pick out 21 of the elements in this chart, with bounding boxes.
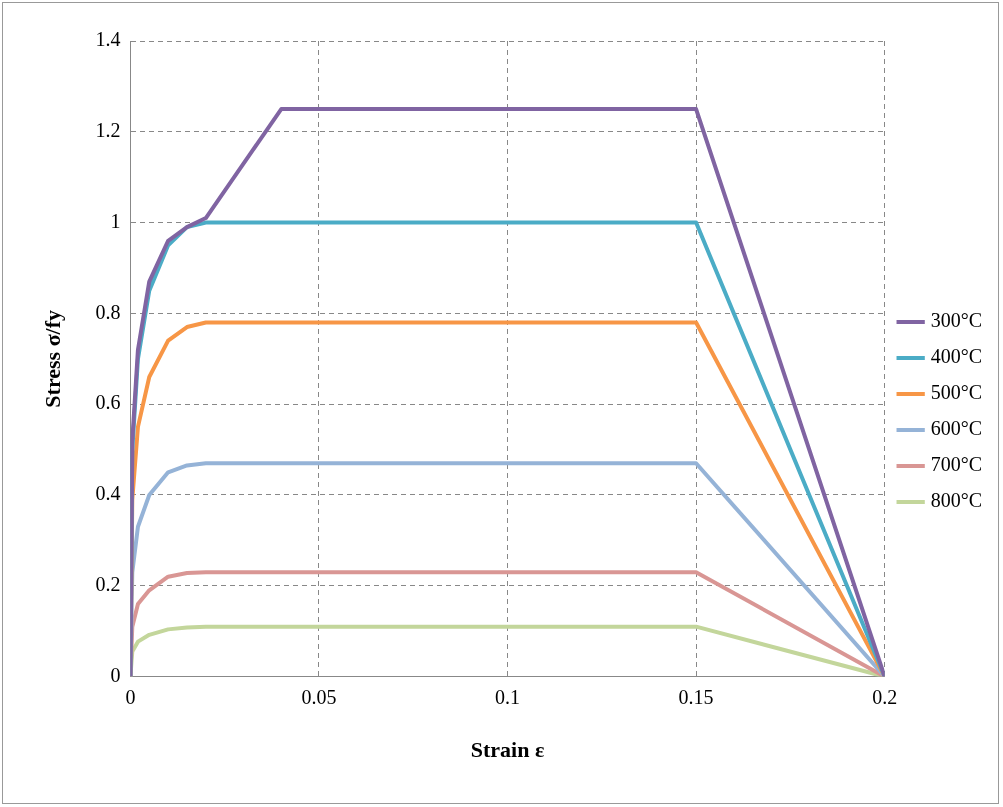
y-tick-label: 0.2	[95, 573, 121, 596]
x-axis-title: Strain ε	[470, 737, 545, 763]
legend-label: 800°C	[930, 489, 983, 512]
y-tick-label: 0.4	[95, 482, 121, 505]
legend-label: 400°C	[930, 345, 983, 368]
legend-label: 500°C	[930, 381, 983, 404]
y-tick-label: 1.4	[95, 28, 121, 51]
legend-label: 700°C	[930, 453, 983, 476]
y-axis-title: Stress σ/fy	[39, 309, 65, 408]
y-tick-label: 0.6	[95, 391, 121, 414]
y-tick-label: 0.8	[95, 300, 121, 323]
legend-label: 300°C	[930, 309, 983, 332]
y-tick-label: 0	[110, 663, 121, 686]
x-tick-label: 0.05	[301, 685, 337, 708]
x-tick-label: 0.1	[495, 685, 521, 708]
y-tick-label: 1	[110, 209, 121, 232]
legend-label: 600°C	[930, 417, 983, 440]
x-tick-label: 0.2	[872, 685, 898, 708]
x-tick-label: 0.15	[678, 685, 714, 708]
y-tick-label: 1.2	[95, 119, 121, 142]
x-tick-label: 0	[125, 685, 136, 708]
